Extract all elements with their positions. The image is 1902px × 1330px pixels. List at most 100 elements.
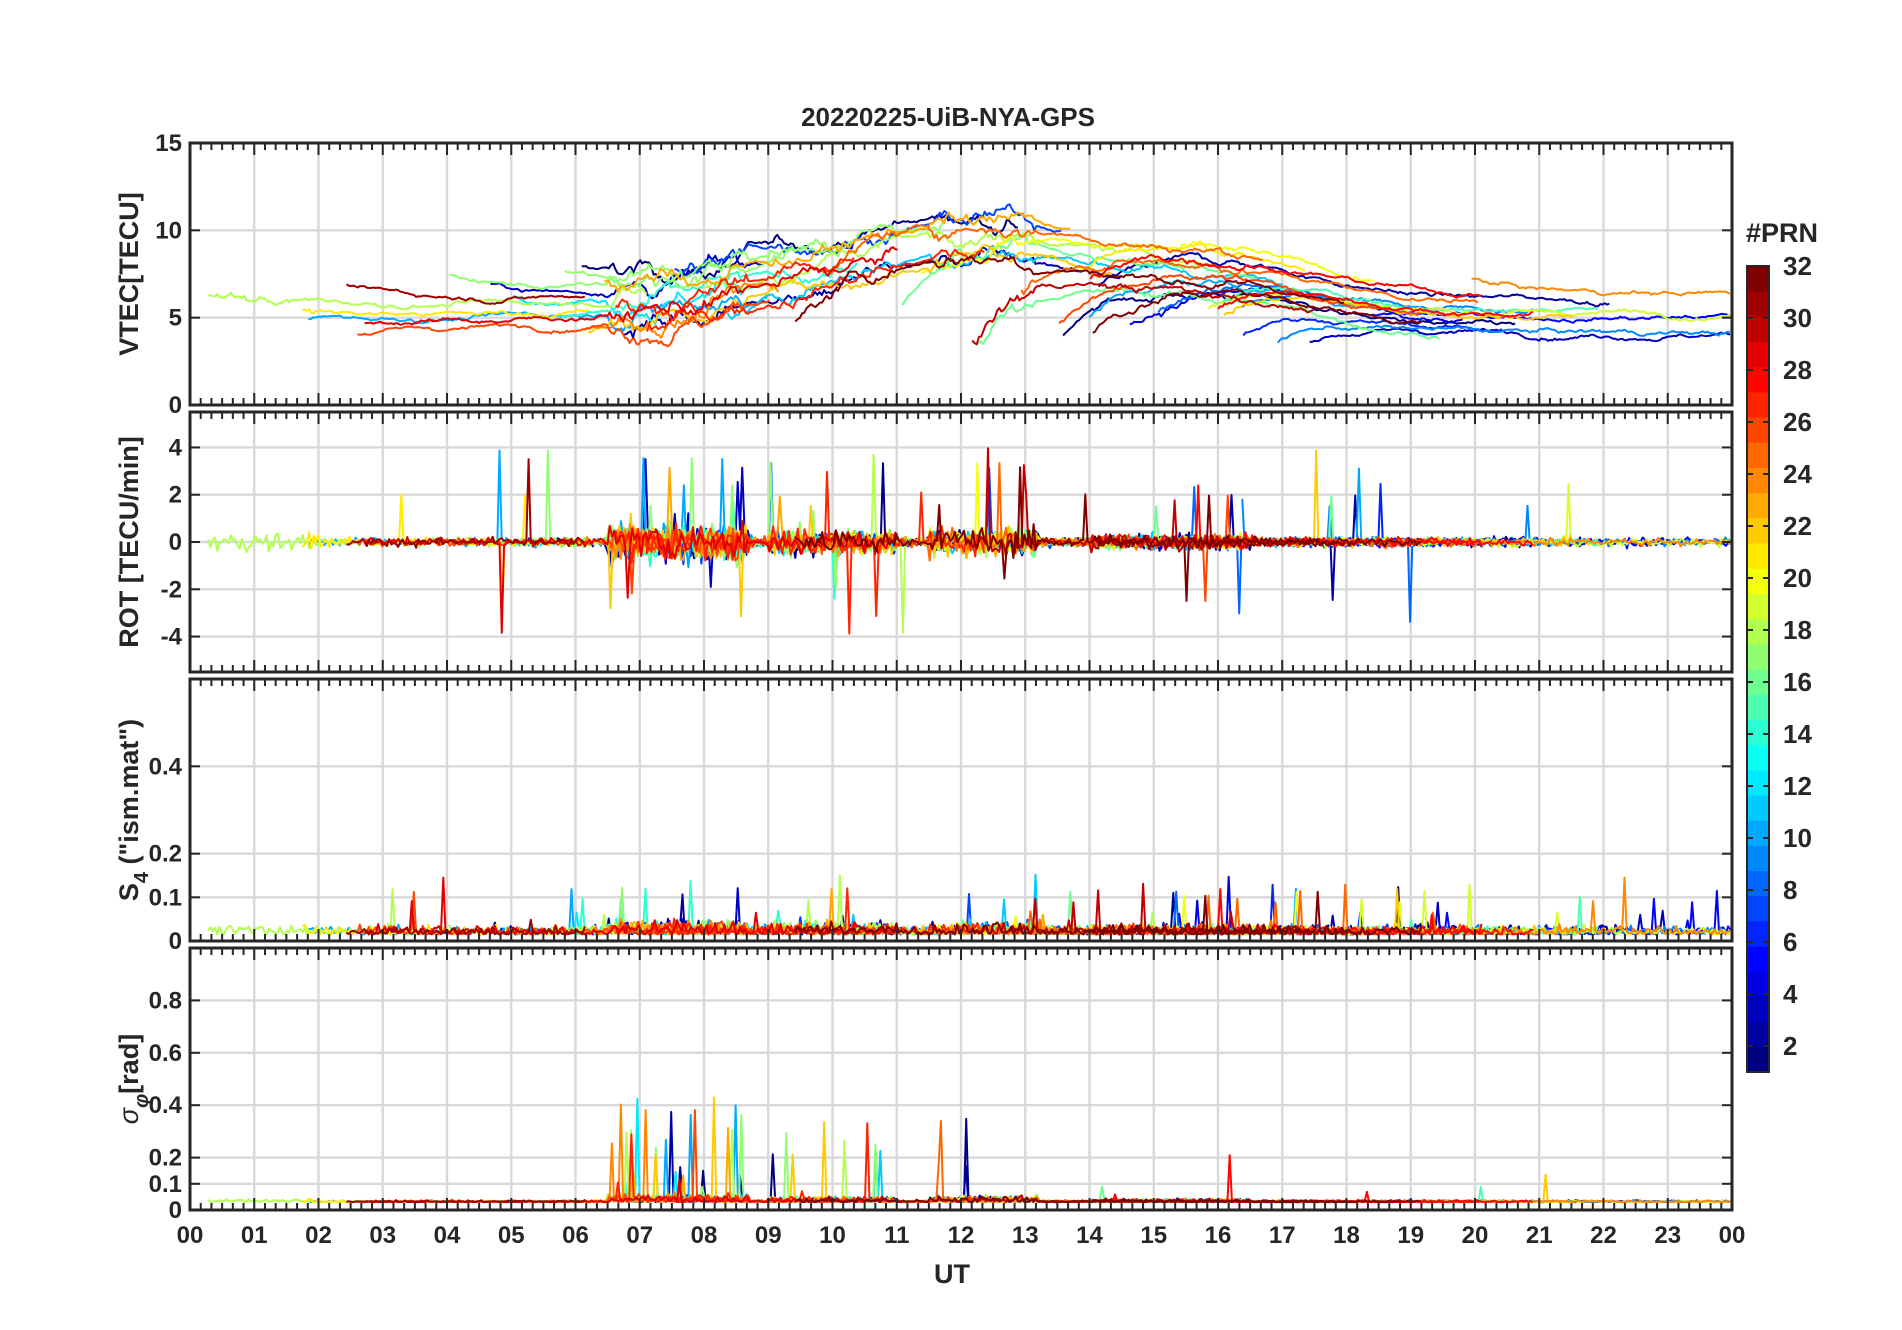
colorbar-segment [1747,895,1769,922]
series-prn-25 [816,224,1263,275]
colorbar-segment [1747,845,1769,871]
panel-frame [188,677,1734,943]
colorbar-segment [1747,719,1769,746]
xtick-label: 15 [1140,1222,1167,1249]
series-prn-28 [1217,290,1534,318]
series-prn-21 [301,493,589,601]
colorbar-segment [1747,971,1769,997]
colorbar-segment [1747,593,1769,620]
colorbar-segment [1747,744,1769,771]
ytick-label: 2 [169,482,182,509]
ylabel-s4: S4 ("ism.mat") [114,719,153,901]
ytick-label: 0 [169,392,182,419]
colorbar-segment [1747,543,1769,569]
colorbar-segment [1747,366,1769,393]
series-group [207,1096,1731,1204]
colorbar-segment [1747,996,1769,1023]
series-prn-18 [208,286,648,311]
xtick-label: 19 [1397,1222,1424,1249]
series-prn-26 [357,1109,770,1204]
ytick-label: 0 [169,928,182,955]
xtick-label: 18 [1333,1222,1360,1249]
x-axis-label: UT [934,1259,970,1289]
series-prn-8 [1157,486,1438,623]
xtick-label: 04 [434,1222,461,1249]
ylabel-sigphi: σφ[rad] [114,1034,153,1124]
colorbar-tick-label: 24 [1783,459,1812,489]
series-prn-9 [1277,324,1730,344]
series-group [208,203,1731,348]
colorbar-segment [1747,341,1769,368]
series-prn-17 [564,218,946,289]
ytick-label: 0.8 [149,987,182,1014]
series-prn-27 [614,470,855,564]
xtick-label: 23 [1654,1222,1681,1249]
xtick-label: 00 [177,1222,204,1249]
chart-title: 20220225-UiB-NYA-GPS [801,102,1095,132]
series-prn-23 [604,211,1071,293]
series-prn-31 [345,283,586,305]
series-prn-32 [795,1195,1345,1204]
colorbar-frame [1746,265,1770,1073]
colorbar-segment [1747,920,1769,947]
colorbar-segment [1747,870,1769,897]
ytick-label: 0.4 [149,753,183,780]
series-prn-10 [308,1104,768,1204]
panel-s4: 0 0.1 0.2 0.4S4 ("ism.mat") [114,677,1734,955]
colorbar-tick-label: 16 [1783,667,1812,697]
xtick-label: 01 [241,1222,268,1249]
series-prn-18 [702,1128,1205,1204]
panel-rot: -4 -2 0 2 4 ROT [TECU/min] [114,410,1734,674]
colorbar-label: #PRN [1746,218,1818,248]
xtick-label: 20 [1462,1222,1489,1249]
x-axis: 00 01 02 03 04 05 06 07 08 09 10 11 12 13 14 15 16 17 18 19… [177,1222,1746,1249]
colorbar-tick-label: 10 [1783,823,1812,853]
xtick-label: 12 [948,1222,975,1249]
colorbar-tick-label: 30 [1783,303,1812,333]
colorbar-segment [1747,291,1769,317]
xtick-label: 21 [1526,1222,1553,1249]
xtick-label: 11 [884,1222,909,1249]
series-prn-25 [816,1120,1263,1204]
xtick-label: 03 [369,1222,396,1249]
series-prn-31 [345,918,586,936]
series-group [207,873,1732,936]
series-prn-30 [971,281,1315,346]
xtick-label: 06 [562,1222,589,1249]
colorbar-segment [1747,946,1769,972]
series-prn-21 [1080,243,1306,272]
colorbar-segment [1747,820,1769,846]
ytick-label: 15 [155,130,182,157]
ytick-label: 0 [169,1197,182,1224]
xtick-label: 09 [755,1222,782,1249]
colorbar-tick-label: 26 [1783,407,1812,437]
panel-vtec: 0 5 10 15 VTEC[TECU] [114,130,1734,419]
ytick-label: -4 [161,624,183,651]
colorbar-tick-label: 6 [1783,927,1797,957]
colorbar-tick-label: 14 [1783,719,1812,749]
colorbar-segment [1747,568,1769,594]
series-prn-26 [1058,274,1422,325]
series-prn-16 [977,286,1440,345]
series-prn-29 [364,246,898,326]
colorbar-segment [1747,517,1769,544]
series-prn-27 [645,248,985,332]
series-group [207,447,1732,635]
series-prn-27 [645,491,986,635]
series-prn-25 [1020,258,1479,304]
series-prn-32 [1091,890,1423,936]
xtick-label: 08 [691,1222,718,1249]
series-prn-3 [1309,327,1731,343]
ylabel-rot: ROT [TECU/min] [114,436,144,647]
colorbar-tick-label: 32 [1783,251,1812,281]
panel-frame [188,410,1734,674]
series-prn-18 [702,231,1205,291]
colorbar-segment [1747,794,1769,821]
ytick-label: 10 [155,217,182,244]
xtick-label: 07 [626,1222,653,1249]
xtick-label: 13 [1012,1222,1039,1249]
colorbar-segment [1747,769,1769,796]
ytick-label: 0.4 [149,1092,183,1119]
